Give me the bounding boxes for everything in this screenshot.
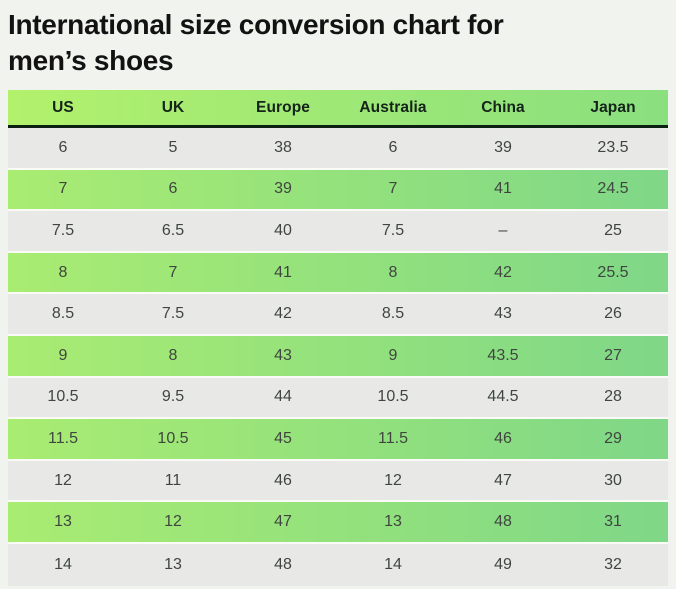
table-cell: 40 [274, 221, 292, 239]
table-cell: 9 [58, 346, 68, 364]
column-header-australia: Australia [359, 98, 427, 116]
table-row: 14 13 48 14 49 32 [8, 543, 668, 586]
table-cell: 41 [274, 263, 292, 281]
table-row: 9 8 43 9 43.5 27 [8, 335, 668, 378]
table-cell: 10.5 [157, 429, 189, 447]
table-cell: 8 [58, 263, 68, 281]
table-cell: 39 [494, 138, 512, 156]
table-header-row: US UK Europe Australia China Japan [8, 90, 668, 128]
table-cell: 11.5 [378, 429, 408, 447]
table-cell: 44.5 [487, 388, 519, 406]
page-title-line2: men’s shoes [8, 45, 174, 77]
table-cell: 47 [274, 513, 292, 531]
size-conversion-table: US UK Europe Australia China Japan 6 5 38 6 39 23.… [8, 90, 668, 586]
table-cell: 13 [54, 513, 72, 531]
table-cell: 5 [168, 138, 178, 156]
column-header-japan: Japan [590, 98, 636, 116]
table-cell: 25.5 [597, 263, 629, 281]
column-header-us: US [52, 98, 74, 116]
table-cell: 12 [164, 513, 182, 531]
table-row: 10.5 9.5 44 10.5 44.5 28 [8, 377, 668, 420]
table-cell: 47 [494, 471, 512, 489]
column-header-europe: Europe [256, 98, 310, 116]
table-cell: 7.5 [161, 305, 185, 323]
table-row: 8 7 41 8 42 25.5 [8, 252, 668, 295]
table-cell: 7 [168, 263, 178, 281]
table-row: 11.5 10.5 45 11.5 46 29 [8, 419, 668, 461]
table-cell: 14 [54, 555, 72, 573]
table-cell: 8 [168, 346, 178, 364]
table-cell: 13 [164, 555, 182, 573]
table-cell: 24.5 [597, 180, 629, 198]
table-cell: 49 [494, 555, 512, 573]
table-cell: 30 [604, 471, 622, 489]
table-cell: 28 [604, 388, 622, 406]
table-cell: 9 [388, 346, 398, 364]
page-title-line1: International size conversion chart for [8, 9, 504, 40]
table-cell: 43 [494, 305, 512, 323]
table-cell: 9.5 [161, 388, 185, 406]
table-cell: 27 [604, 346, 622, 364]
table-cell: 26 [604, 305, 622, 323]
table-cell: 23.5 [597, 138, 629, 156]
table-cell: 46 [494, 429, 512, 447]
table-cell: 39 [274, 180, 292, 198]
table-cell: 42 [494, 263, 512, 281]
table-cell: 48 [274, 555, 292, 573]
table-cell: 6 [58, 138, 68, 156]
table-cell: 48 [494, 513, 512, 531]
table-row: 8.5 7.5 42 8.5 43 26 [8, 294, 668, 336]
table-cell: 14 [384, 555, 402, 573]
table-row: 13 12 47 13 48 31 [8, 502, 668, 544]
column-header-uk: UK [161, 98, 185, 116]
table-cell: 8 [388, 263, 398, 281]
table-cell: 25 [604, 221, 622, 239]
table-cell: 6 [168, 180, 178, 198]
table-cell: 8.5 [381, 305, 405, 323]
table-cell: 7.5 [51, 221, 75, 239]
table-cell: 43 [274, 346, 292, 364]
table-cell: 10.5 [47, 388, 79, 406]
table-row: 7 6 39 7 41 24.5 [8, 169, 668, 212]
table-cell: 42 [274, 305, 292, 323]
table-cell: 44 [274, 388, 292, 406]
table-cell: 46 [274, 471, 292, 489]
page-title: International size conversion chart for m… [0, 0, 676, 80]
table-cell: 31 [604, 513, 622, 531]
table-row: 6 5 38 6 39 23.5 [8, 128, 668, 170]
table-row: 7.5 6.5 40 7.5 – 25 [8, 211, 668, 253]
table-cell: 7 [388, 180, 398, 198]
table-cell: 6 [388, 138, 398, 156]
column-header-china: China [481, 98, 525, 116]
table-cell: 29 [604, 429, 622, 447]
table-cell: 11.5 [48, 429, 78, 447]
table-cell: 38 [274, 138, 292, 156]
table-cell: 32 [604, 555, 622, 573]
table-cell: 12 [54, 471, 72, 489]
table-cell: 6.5 [161, 221, 185, 239]
table-body: 6 5 38 6 39 23.5 7 6 39 7 41 24.5 7.5 6.5 40 7.5 – 25 8 7 41… [8, 128, 668, 586]
table-cell: 7.5 [381, 221, 405, 239]
table-row: 12 11 46 12 47 30 [8, 460, 668, 503]
table-cell: 11 [164, 471, 182, 489]
table-cell: 12 [384, 471, 402, 489]
table-cell: 8.5 [51, 305, 75, 323]
table-cell: 41 [494, 180, 512, 198]
table-cell: 45 [274, 429, 292, 447]
table-cell: 43.5 [487, 346, 519, 364]
table-cell: 7 [58, 180, 68, 198]
table-cell: 10.5 [377, 388, 409, 406]
table-cell: – [498, 221, 508, 239]
table-cell: 13 [384, 513, 402, 531]
